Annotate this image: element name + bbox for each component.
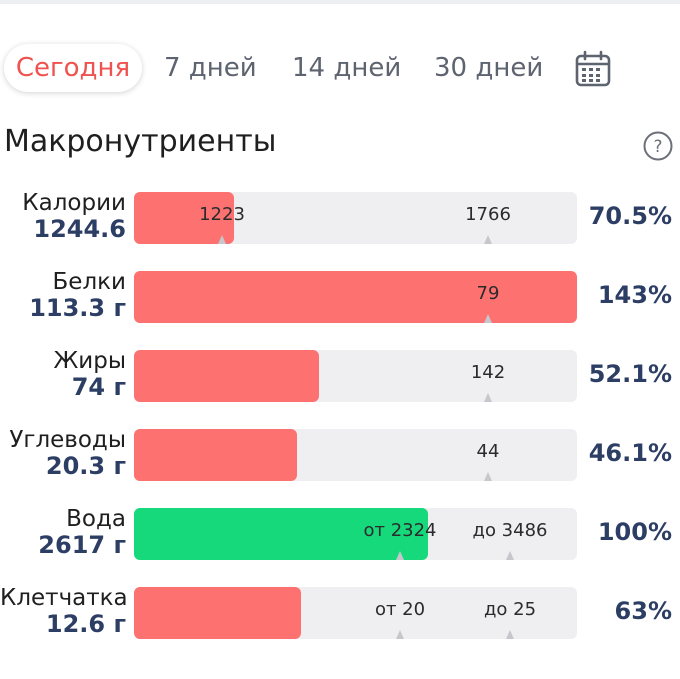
nutrient-value: 12.6 г xyxy=(45,610,126,638)
marker-triangle xyxy=(218,235,226,244)
target-label: 79 xyxy=(476,283,500,304)
nutrient-row-calories: Калории 1244.6 1223 1766 70.5% xyxy=(0,190,680,246)
progress-track: от 2324 до 3486 xyxy=(134,508,577,560)
marker-triangle xyxy=(506,630,514,639)
tab-14-days[interactable]: 14 дней xyxy=(292,53,402,83)
nutrient-value: 1244.6 xyxy=(33,215,126,243)
nutrient-name: Вода xyxy=(66,506,126,532)
progress-fill xyxy=(134,192,234,244)
nutrient-name: Углеводы xyxy=(9,427,126,453)
marker-triangle xyxy=(484,235,492,244)
nutrient-row-protein: Белки 113.3 г 79 143% xyxy=(0,269,680,325)
target-label: 1766 xyxy=(465,204,511,225)
target-label: от 2324 xyxy=(363,520,437,541)
target-label: 1223 xyxy=(199,204,245,225)
nutrient-name: Жиры xyxy=(53,348,126,374)
nutrient-name: Белки xyxy=(52,269,126,295)
nutrient-value: 113.3 г xyxy=(29,294,126,322)
nutrient-percent: 46.1% xyxy=(588,439,672,467)
target-label: 44 xyxy=(476,441,500,462)
nutrient-row-carbs: Углеводы 20.3 г 44 46.1% xyxy=(0,427,680,483)
nutrient-value: 2617 г xyxy=(38,531,126,559)
marker-triangle xyxy=(396,551,404,560)
target-label: до 25 xyxy=(483,599,537,620)
progress-track: 79 xyxy=(134,271,577,323)
tab-30-days[interactable]: 30 дней xyxy=(434,53,544,83)
progress-track: 142 xyxy=(134,350,577,402)
nutrient-value: 20.3 г xyxy=(45,452,126,480)
period-tabs: Сегодня 7 дней 14 дней 30 дней xyxy=(0,40,680,98)
nutrient-row-water: Вода 2617 г от 2324 до 3486 100% xyxy=(0,506,680,562)
marker-triangle xyxy=(396,630,404,639)
marker-triangle xyxy=(484,314,492,323)
progress-track: 1223 1766 xyxy=(134,192,577,244)
marker-triangle xyxy=(506,551,514,560)
nutrient-percent: 143% xyxy=(597,281,672,309)
nutrient-row-fats: Жиры 74 г 142 52.1% xyxy=(0,348,680,404)
progress-fill xyxy=(134,508,428,560)
section-title: Макронутриенты xyxy=(4,124,277,159)
marker-triangle xyxy=(484,393,492,402)
progress-fill xyxy=(134,350,319,402)
progress-track: 44 xyxy=(134,429,577,481)
nutrient-percent: 100% xyxy=(597,518,672,546)
nutrient-percent: 52.1% xyxy=(588,360,672,388)
nutrient-percent: 63% xyxy=(614,597,672,625)
nutrient-row-fiber: Клетчатка 12.6 г от 20 до 25 63% xyxy=(0,585,680,641)
target-label: от 20 xyxy=(374,599,426,620)
progress-fill xyxy=(134,587,301,639)
marker-triangle xyxy=(484,472,492,481)
target-label: до 3486 xyxy=(472,520,548,541)
calendar-icon[interactable] xyxy=(574,50,612,88)
nutrient-percent: 70.5% xyxy=(588,202,672,230)
progress-fill xyxy=(134,429,298,481)
progress-track: от 20 до 25 xyxy=(134,587,577,639)
progress-fill xyxy=(134,271,577,323)
nutrient-name: Клетчатка xyxy=(0,585,128,611)
nutrient-value: 74 г xyxy=(71,373,126,401)
tab-7-days[interactable]: 7 дней xyxy=(164,53,257,83)
tab-today[interactable]: Сегодня xyxy=(4,44,142,92)
top-divider xyxy=(0,0,680,4)
svg-text:?: ? xyxy=(653,137,662,157)
help-icon[interactable]: ? xyxy=(642,130,674,162)
nutrient-name: Калории xyxy=(22,190,126,216)
target-label: 142 xyxy=(470,362,506,383)
